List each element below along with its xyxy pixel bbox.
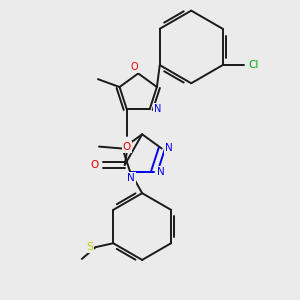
Text: N: N	[165, 142, 172, 153]
Text: N: N	[154, 104, 161, 114]
Text: N: N	[127, 173, 135, 184]
Text: O: O	[90, 160, 98, 170]
Text: S: S	[86, 242, 93, 252]
Text: O: O	[123, 142, 131, 152]
Text: O: O	[130, 61, 138, 72]
Text: Cl: Cl	[248, 60, 258, 70]
Text: N: N	[157, 167, 165, 177]
